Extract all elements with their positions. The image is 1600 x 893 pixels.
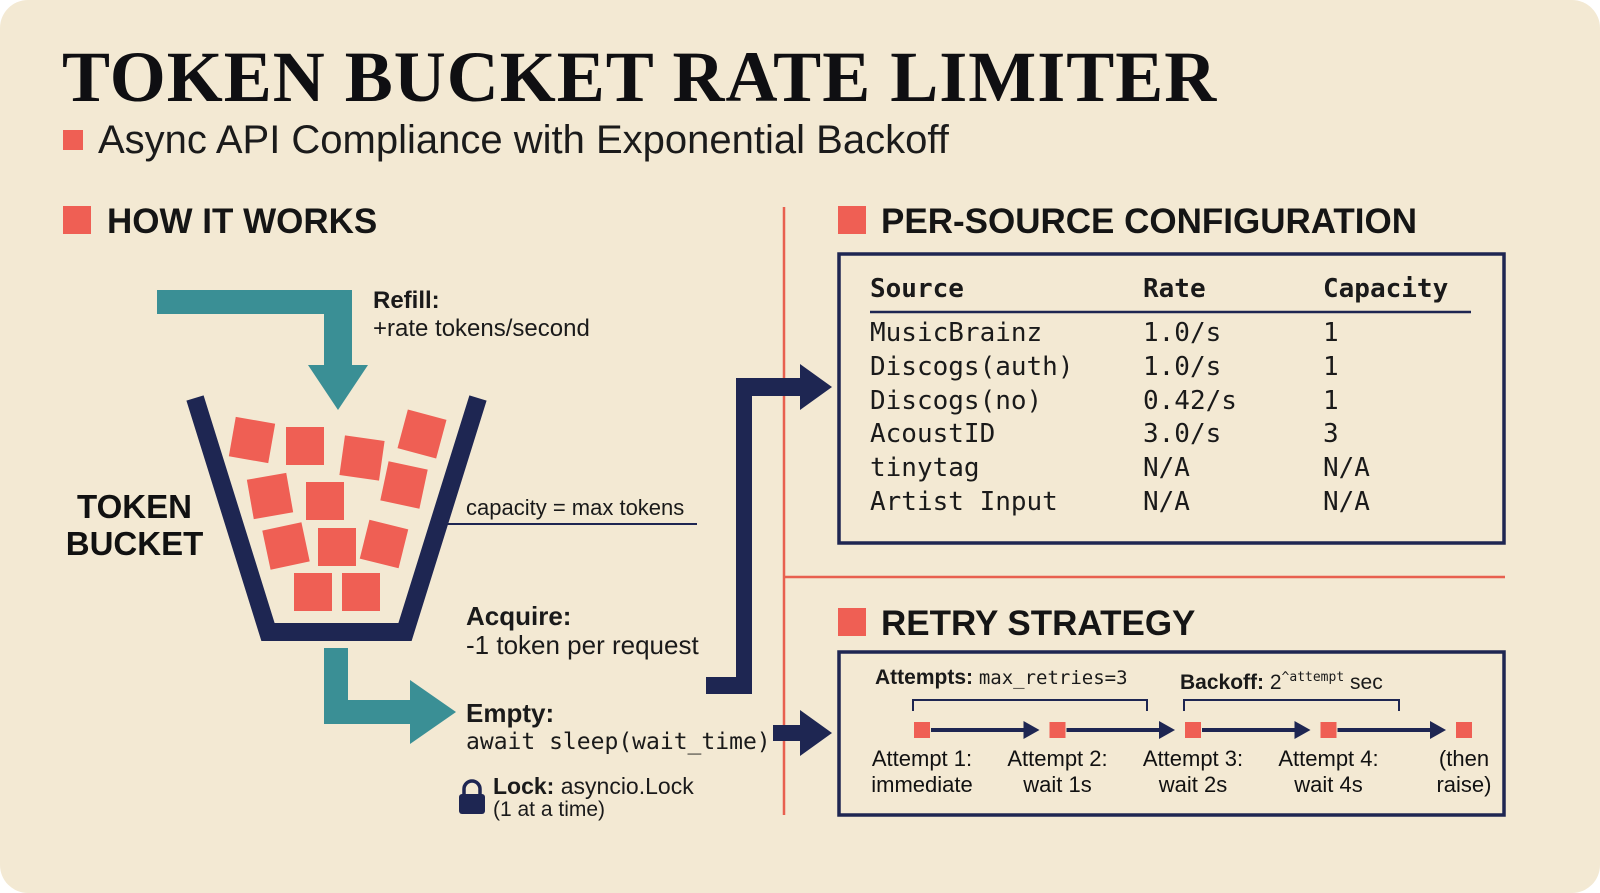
bucket-label: TOKEN BUCKET: [62, 488, 207, 562]
attempts-label: Attempts:: [875, 666, 973, 689]
lock-label: Lock:: [493, 773, 555, 799]
table-cell: N/A: [1323, 487, 1370, 517]
lock-text: asyncio.Lock: [560, 773, 694, 799]
table-cell: 3: [1323, 419, 1339, 450]
step-arrowhead: [1159, 721, 1175, 739]
table-cell: Discogs(no): [870, 385, 1043, 416]
title: TOKEN BUCKET RATE LIMITER: [62, 37, 1218, 117]
acquire-arrow: [706, 364, 832, 694]
step-arrowhead: [1430, 721, 1446, 739]
empty-text: await sleep(wait_time): [466, 729, 771, 755]
tokens: [228, 409, 447, 611]
refill-label: Refill:: [373, 287, 440, 314]
table-cell: N/A: [1323, 453, 1370, 484]
table-cell: 1: [1323, 385, 1339, 416]
column-header: Source: [870, 274, 964, 304]
retry-step: Attempt 4: wait 4s: [1264, 746, 1394, 798]
bucket-label-line: BUCKET: [65, 525, 204, 562]
step-detail: wait 2s: [1158, 772, 1228, 797]
step-marker: [914, 722, 930, 738]
bullet: [838, 608, 866, 636]
acquire-text: -1 token per request: [466, 630, 699, 660]
table-cell: Artist Input: [870, 487, 1058, 517]
step-detail: raise): [1436, 772, 1492, 797]
backoff-exponent: ^attempt: [1281, 670, 1345, 685]
step-title: Attempt 2:: [1007, 746, 1108, 771]
refill-arrow: [157, 290, 368, 410]
retry-step: Attempt 1: immediate: [857, 746, 987, 798]
wait-arrow: [773, 710, 832, 756]
attempts-text: max_retries=3: [978, 667, 1128, 689]
step-marker: [1049, 722, 1066, 738]
step-arrowhead: [1294, 721, 1311, 739]
lock-note: Lock: asyncio.Lock (1 at a time): [493, 774, 694, 822]
table-cell: 1: [1323, 351, 1339, 382]
step-title: (then: [1438, 746, 1490, 771]
step-detail: immediate: [871, 772, 973, 797]
refill-note: Refill: +rate tokens/second: [373, 287, 590, 343]
backoff-unit: sec: [1350, 671, 1383, 694]
acquire-note: Acquire: -1 token per request: [466, 602, 699, 660]
section-heading: PER-SOURCE CONFIGURATION: [881, 202, 1418, 241]
table-cell: 1.0/s: [1143, 351, 1222, 382]
table-cell: 1: [1323, 318, 1339, 348]
backoff-note: Backoff: 2^attempt sec: [1180, 664, 1383, 697]
step-title: Attempt 1:: [871, 746, 973, 771]
step-title: Attempt 3:: [1142, 746, 1244, 771]
step-marker: [1456, 722, 1472, 738]
bucket: [186, 395, 487, 641]
attempts-note: Attempts: max_retries=3: [875, 664, 1128, 692]
empty-arrow: [324, 648, 456, 744]
backoff-base: 2: [1269, 671, 1282, 694]
table-cell: N/A: [1143, 453, 1190, 484]
retry-box: [837, 650, 1506, 817]
backoff-label: Backoff:: [1180, 671, 1265, 694]
table-cell: 0.42/s: [1143, 385, 1237, 416]
step-detail: wait 1s: [1023, 772, 1092, 797]
step-marker: [1320, 722, 1337, 738]
empty-label: Empty:: [466, 698, 555, 728]
step-title: Attempt 4:: [1278, 746, 1379, 771]
table-cell: tinytag: [870, 453, 980, 484]
retry-step: Attempt 2: wait 1s: [993, 746, 1123, 798]
table-cell: 3.0/s: [1143, 419, 1222, 450]
lock-icon: [459, 779, 485, 814]
capacity-note: capacity = max tokens: [466, 495, 685, 520]
refill-text: +rate tokens/second: [373, 315, 590, 342]
lock-note-text: (1 at a time): [493, 798, 606, 821]
column-header: Rate: [1143, 274, 1206, 304]
table-cell: AcoustID: [870, 419, 996, 450]
bucket-label-line: TOKEN: [77, 488, 192, 525]
table-cell: MusicBrainz: [870, 318, 1043, 348]
step-marker: [1185, 722, 1201, 738]
step-detail: wait 4s: [1294, 772, 1363, 797]
table-cell: Discogs(auth): [870, 351, 1074, 382]
bullet: [838, 206, 866, 234]
bullet: [63, 130, 83, 150]
table-cell: N/A: [1143, 487, 1190, 517]
section-heading: HOW IT WORKS: [107, 202, 378, 241]
retry-timeline: [914, 721, 1472, 739]
retry-step: (then raise): [1399, 746, 1529, 798]
column-header: Capacity: [1323, 274, 1449, 304]
bullet: [63, 206, 91, 234]
section-heading: RETRY STRATEGY: [881, 604, 1196, 643]
table-cell: 1.0/s: [1143, 318, 1222, 348]
step-arrowhead: [1023, 721, 1040, 739]
acquire-label: Acquire:: [466, 601, 572, 631]
subtitle: Async API Compliance with Exponential Ba…: [98, 118, 949, 162]
empty-note: Empty: await sleep(wait_time): [466, 699, 771, 757]
bracket: [912, 699, 1400, 711]
retry-step: Attempt 3: wait 2s: [1128, 746, 1258, 798]
config-box: [837, 252, 1506, 545]
